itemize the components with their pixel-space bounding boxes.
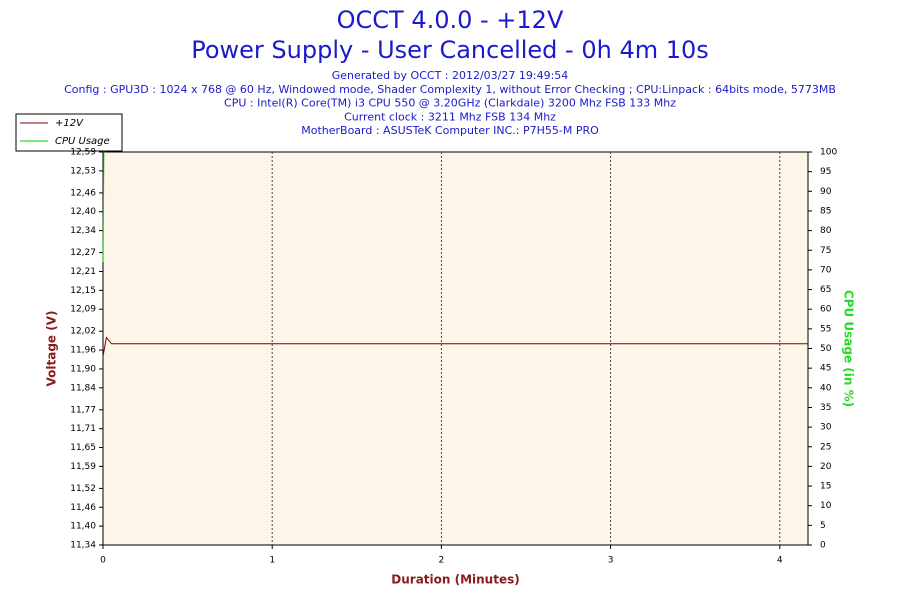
- info-line: MotherBoard : ASUSTeK Computer INC.: P7H…: [301, 124, 599, 137]
- x-tick-label: 2: [439, 556, 445, 566]
- chart-subtitle: Power Supply - User Cancelled - 0h 4m 10…: [191, 36, 709, 64]
- chart-title: OCCT 4.0.0 - +12V: [337, 6, 564, 34]
- legend-label: +12V: [55, 118, 84, 129]
- legend: [15, 113, 123, 152]
- y2-tick-label: 40: [820, 383, 832, 393]
- y2-tick-label: 65: [820, 285, 831, 295]
- y-tick-label: 12,02: [70, 327, 96, 337]
- legend-label: CPU Usage: [55, 136, 110, 147]
- y-tick-label: 12,34: [70, 226, 96, 236]
- y-tick-label: 12,09: [70, 305, 96, 315]
- info-line: Current clock : 3211 Mhz FSB 134 Mhz: [344, 110, 556, 123]
- y2-axis-label: CPU Usage (in %): [842, 290, 856, 407]
- y2-tick-label: 50: [820, 344, 832, 354]
- y-tick-label: 12,53: [70, 166, 96, 176]
- y-tick-label: 11,34: [70, 541, 96, 551]
- y-tick-label: 12,46: [70, 188, 96, 198]
- y-tick-label: 11,77: [70, 405, 96, 415]
- x-tick-label: 4: [777, 556, 783, 566]
- y2-tick-label: 70: [820, 265, 832, 275]
- y2-tick-label: 100: [820, 148, 837, 158]
- y2-tick-label: 45: [820, 364, 831, 374]
- y2-tick-label: 35: [820, 403, 831, 413]
- x-tick-label: 0: [100, 556, 106, 566]
- y2-tick-label: 55: [820, 324, 831, 334]
- series-line: [102, 151, 105, 263]
- y-tick-label: 12,27: [70, 248, 96, 258]
- y-tick-label: 11,46: [70, 503, 96, 513]
- y2-tick-label: 80: [820, 226, 832, 236]
- x-tick-label: 1: [269, 556, 275, 566]
- y2-tick-label: 25: [820, 442, 831, 452]
- y2-tick-label: 0: [820, 541, 826, 551]
- y-tick-label: 12,59: [70, 148, 96, 158]
- y2-tick-label: 85: [820, 206, 831, 216]
- info-line: Generated by OCCT : 2012/03/27 19:49:54: [332, 69, 569, 82]
- series-line: [102, 336, 808, 357]
- y2-tick-label: 95: [820, 167, 831, 177]
- y-tick-label: 11,84: [70, 383, 96, 393]
- plot-area: [102, 151, 809, 546]
- info-line: CPU : Intel(R) Core(TM) i3 CPU 550 @ 3.2…: [224, 97, 676, 110]
- x-tick-label: 3: [608, 556, 614, 566]
- y-tick-label: 12,40: [70, 207, 96, 217]
- y-tick-label: 11,65: [70, 443, 96, 453]
- y2-tick-label: 10: [820, 501, 832, 511]
- y2-tick-label: 90: [820, 187, 832, 197]
- y-tick-label: 11,96: [70, 346, 96, 356]
- y2-tick-label: 5: [820, 521, 826, 531]
- y-tick-label: 12,15: [70, 286, 96, 296]
- y-tick-label: 12,21: [70, 267, 96, 277]
- y2-tick-label: 20: [820, 462, 832, 472]
- y-axis-label: Voltage (V): [45, 311, 59, 387]
- y2-tick-label: 30: [820, 423, 832, 433]
- y-tick-label: 11,40: [70, 522, 96, 532]
- y-tick-label: 11,59: [70, 462, 96, 472]
- y2-tick-label: 60: [820, 305, 832, 315]
- y-tick-label: 11,90: [70, 364, 96, 374]
- y2-tick-label: 15: [820, 482, 831, 492]
- x-axis-label: Duration (Minutes): [391, 573, 519, 587]
- info-line: Config : GPU3D : 1024 x 768 @ 60 Hz, Win…: [64, 83, 836, 96]
- y2-tick-label: 75: [820, 246, 831, 256]
- y-tick-label: 11,71: [70, 424, 96, 434]
- y-tick-label: 11,52: [70, 484, 96, 494]
